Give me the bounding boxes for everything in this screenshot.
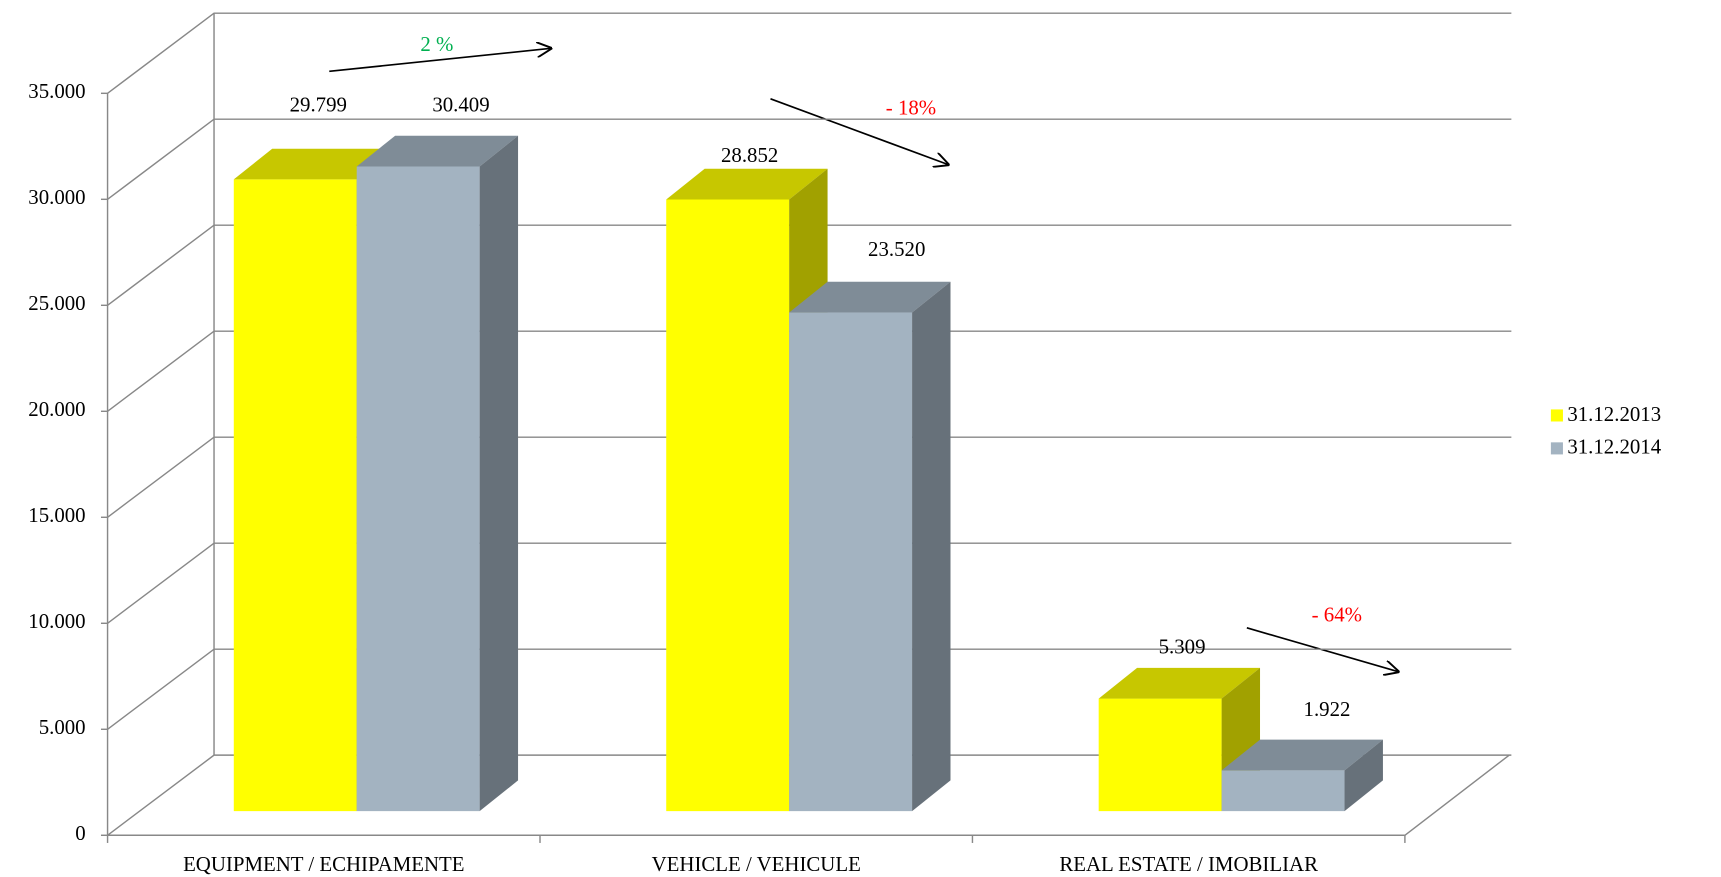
grid-line [107,330,1512,412]
bar [356,166,480,812]
bar-top [666,168,828,200]
data-label: 5.309 [1159,634,1206,658]
bar [789,312,913,812]
bar-top [356,135,519,167]
bar-side [1344,739,1383,812]
grid-line [107,542,1512,624]
y-tick-label: 10.000 [28,609,85,633]
x-tick-label: EQUIPMENT / ECHIPAMENTE [183,852,464,876]
grid-line [107,12,1512,94]
y-tick-label: 5.000 [39,715,86,739]
bar-side [912,281,951,812]
bar [666,199,790,812]
bar [1098,698,1222,812]
legend-swatch [1550,409,1563,422]
plot: 0 5.000 10.000 15.000 20.000 25.000 30.000 35.0… [28,12,1662,876]
bar [233,179,357,812]
annotation: - 64% [1312,603,1362,627]
y-tick-label: 15.000 [28,503,85,527]
trend-arrow [770,98,948,165]
bar-top [233,148,396,180]
data-label: 1.922 [1304,697,1351,721]
grid-line [107,436,1512,518]
y-tick-label: 0 [75,821,85,845]
grid-line [107,224,1512,306]
floor-edge [1404,754,1510,836]
grid-line [107,118,1512,200]
data-label: 30.409 [432,92,489,116]
y-tick-label: 20.000 [28,397,85,421]
trend-arrow [329,48,551,73]
bar-top [1098,667,1261,699]
bar-side [479,135,519,812]
annotation: 2 % [420,32,453,56]
legend-swatch [1550,442,1563,455]
bar [1221,770,1345,812]
data-label: 28.852 [721,143,778,167]
grid-line [107,754,1512,836]
data-label: 29.799 [290,92,347,116]
legend-label: 31.12.2014 [1567,435,1661,459]
legend-label: 31.12.2013 [1567,402,1661,426]
y-tick-label: 25.000 [28,291,85,315]
bar-top [789,281,951,313]
y-tick-label: 30.000 [28,185,85,209]
annotation: - 18% [886,96,936,120]
bar-top [1221,739,1383,771]
x-tick-label: VEHICLE / VEHICULE [652,852,861,876]
x-tick-label: REAL ESTATE / IMOBILIAR [1059,852,1318,876]
data-label: 23.520 [868,237,925,261]
y-tick-label: 35.000 [28,79,85,103]
grid-line [107,648,1512,730]
